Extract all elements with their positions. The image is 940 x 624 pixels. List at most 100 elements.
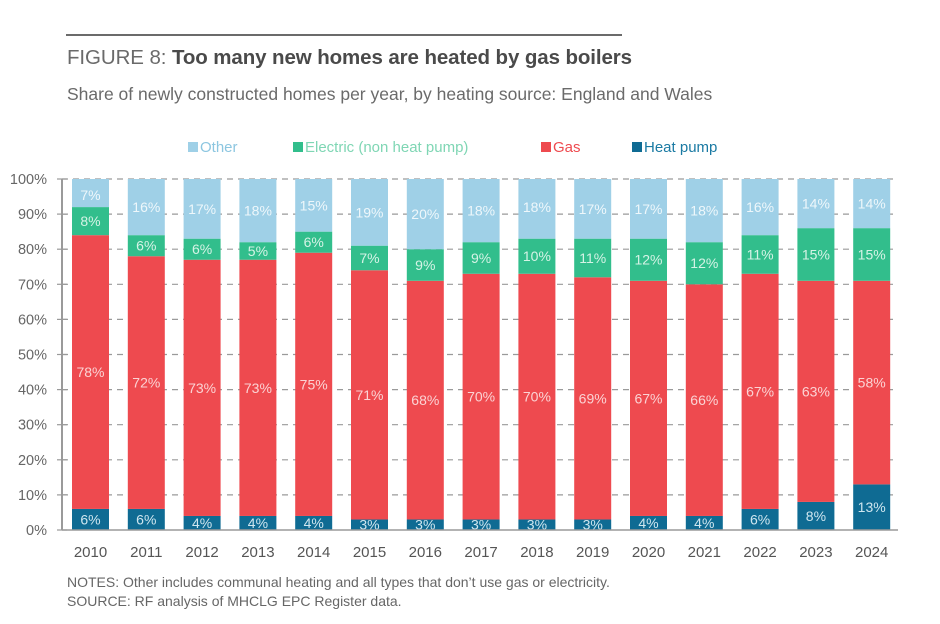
bar-segment-gas [462, 273, 500, 520]
bar-group-2024: 13% 58% 15% 14% [853, 179, 891, 530]
bar-segment-heat-pump [127, 508, 165, 530]
data-label-gas: 73% [244, 380, 272, 396]
data-label-other: 16% [132, 199, 160, 215]
x-tick-label: 2010 [74, 544, 107, 561]
bar-segment-electric-non-heat-pump [853, 228, 891, 281]
data-label-heat-pump: 4% [192, 515, 212, 531]
data-label-gas: 69% [579, 390, 607, 406]
data-label-gas: 66% [690, 392, 718, 408]
bar-segment-gas [630, 280, 667, 516]
x-tick-label: 2023 [799, 544, 832, 561]
bars: 6%78%8%7%6%72%6%16%4%73%6%17%4%73%5%18%4… [72, 179, 891, 533]
bar-group-2016: 3% 68% 9% 20% [406, 179, 444, 533]
bar-group-2022: 6% 67% 11% 16% [741, 179, 779, 530]
data-label-electric-non-heat-pump: 8% [80, 213, 100, 229]
x-tick-label: 2022 [743, 544, 776, 561]
bar-segment-other [797, 179, 835, 229]
data-label-electric-non-heat-pump: 12% [634, 252, 662, 268]
y-tick-label: 100% [10, 172, 47, 188]
data-label-other: 17% [634, 201, 662, 217]
data-label-other: 7% [80, 187, 100, 203]
legend-swatch-heat-pump [632, 142, 642, 152]
data-label-electric-non-heat-pump: 12% [690, 255, 718, 271]
bar-segment-other [853, 179, 891, 229]
data-label-gas: 67% [746, 383, 774, 399]
x-tick-label: 2012 [185, 544, 218, 561]
bar-segment-electric-non-heat-pump [72, 207, 109, 236]
data-label-electric-non-heat-pump: 11% [579, 250, 606, 266]
bar-segment-gas [183, 259, 221, 516]
data-label-heat-pump: 13% [858, 499, 886, 515]
bar-segment-gas [518, 273, 556, 520]
bar-segment-other [574, 179, 612, 239]
x-tick-label: 2014 [297, 544, 330, 561]
data-label-heat-pump: 3% [359, 517, 379, 533]
legend-swatch-electric-non-heat-pump [293, 142, 303, 152]
bar-segment-heat-pump [72, 508, 109, 530]
x-tick-label: 2021 [688, 544, 721, 561]
bar-segment-gas [295, 252, 333, 516]
y-tick-label: 50% [18, 348, 47, 364]
bar-group-2021: 4% 66% 12% 18% [685, 179, 723, 531]
legend-swatch-other [188, 142, 198, 152]
legend: Other Electric (non heat pump) Gas Heat pum… [188, 139, 717, 156]
data-label-electric-non-heat-pump: 11% [747, 246, 774, 262]
y-tick-label: 30% [18, 418, 47, 434]
bar-segment-other-remainder [72, 179, 109, 183]
bar-segment-other [351, 179, 388, 246]
data-label-gas: 58% [858, 375, 886, 391]
bar-segment-heat-pump [853, 484, 891, 530]
figure-label: FIGURE 8: [67, 46, 167, 69]
bar-segment-other [239, 179, 277, 243]
x-tick-label: 2015 [353, 544, 386, 561]
bar-segment-electric-non-heat-pump [685, 242, 723, 285]
data-label-other: 14% [802, 196, 830, 212]
bar-segment-gas [72, 235, 109, 509]
data-label-heat-pump: 4% [638, 515, 658, 531]
data-label-heat-pump: 6% [136, 511, 156, 527]
data-label-gas: 68% [411, 392, 439, 408]
chart-title: FIGURE 8: Too many new homes are heated … [67, 46, 632, 70]
y-tick-label: 70% [18, 277, 47, 293]
bar-segment-gas [574, 277, 612, 520]
bar-segment-gas [406, 280, 444, 520]
data-label-other: 15% [300, 197, 328, 213]
data-label-heat-pump: 3% [527, 517, 547, 533]
bar-segment-heat-pump [183, 515, 221, 530]
bar-segment-heat-pump [351, 519, 388, 530]
bar-segment-electric-non-heat-pump [630, 238, 667, 281]
legend-label-other: Other [200, 139, 238, 156]
bar-segment-heat-pump [685, 515, 723, 530]
data-label-heat-pump: 4% [248, 515, 268, 531]
legend-label-electric-non-heat-pump: Electric (non heat pump) [305, 139, 468, 156]
x-tick-label: 2016 [409, 544, 442, 561]
bar-segment-other [127, 179, 165, 236]
axes: 0% 10% 20% 30% 40% 50% 60% 70% 80% 90% 100% 2010 201… [10, 172, 898, 561]
x-tick-label: 2013 [241, 544, 274, 561]
y-tick-label: 0% [26, 523, 47, 539]
bar-group-2014: 4% 75% 6% 15% [295, 179, 333, 531]
data-label-heat-pump: 8% [806, 508, 826, 524]
data-label-heat-pump: 3% [471, 517, 491, 533]
x-tick-label: 2024 [855, 544, 888, 561]
data-label-electric-non-heat-pump: 6% [304, 234, 324, 250]
bar-segment-gas [741, 273, 779, 509]
data-label-electric-non-heat-pump: 6% [136, 238, 156, 254]
data-label-gas: 72% [132, 375, 160, 391]
bar-group-2023: 8% 63% 15% 14% [797, 179, 835, 530]
x-tick-label: 2017 [464, 544, 497, 561]
y-tick-label: 60% [18, 312, 47, 328]
data-label-heat-pump: 4% [304, 515, 324, 531]
bar-segment-other [518, 179, 556, 239]
data-label-electric-non-heat-pump: 5% [248, 243, 268, 259]
legend-label-gas: Gas [553, 139, 581, 156]
bar-segment-gas [853, 280, 891, 485]
bar-segment-heat-pump [518, 519, 556, 530]
bar-segment-other [462, 179, 500, 243]
y-tick-label: 10% [18, 488, 47, 504]
bar-segment-electric-non-heat-pump [462, 242, 500, 274]
footnotes: NOTES: Other includes communal heating a… [67, 573, 610, 611]
data-label-gas: 75% [300, 376, 328, 392]
bar-segment-heat-pump [295, 515, 333, 530]
bar-segment-electric-non-heat-pump [295, 231, 333, 253]
